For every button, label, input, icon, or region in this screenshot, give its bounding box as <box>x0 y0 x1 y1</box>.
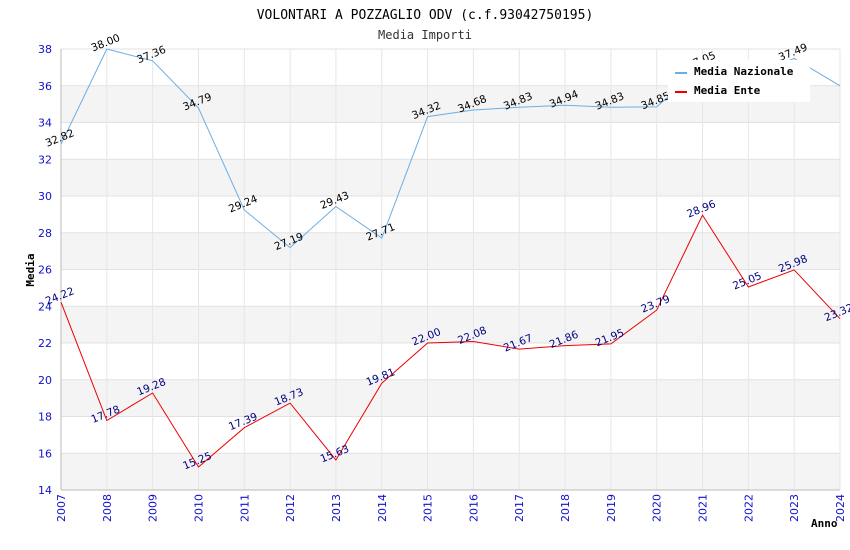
x-tick-label: 2020 <box>651 494 664 522</box>
x-axis-label: Anno <box>811 517 838 530</box>
x-tick-label: 2007 <box>55 494 68 522</box>
y-tick-label: 18 <box>38 411 52 424</box>
y-tick-label: 36 <box>38 80 52 93</box>
grid-band <box>61 343 840 380</box>
chart-subtitle: Media Importi <box>378 28 472 42</box>
y-axis-label: Media <box>24 253 37 286</box>
x-tick-label: 2015 <box>422 494 435 522</box>
x-tick-label: 2016 <box>467 494 480 522</box>
x-axis-ticks: 2007 2008 2009 2010 2011 2012 2013 2014 2015 2016… <box>55 494 847 522</box>
x-tick-label: 2009 <box>147 494 160 522</box>
grid-band <box>61 196 840 233</box>
x-tick-label: 2019 <box>605 494 618 522</box>
grid-band <box>61 232 840 270</box>
legend-label-nazionale: Media Nazionale <box>694 65 794 78</box>
x-tick-label: 2010 <box>192 494 205 522</box>
x-tick-label: 2021 <box>697 494 710 522</box>
legend: Media Nazionale Media Ente <box>668 60 810 102</box>
y-tick-label: 22 <box>38 337 52 350</box>
grid-band <box>61 122 840 160</box>
x-tick-label: 2012 <box>284 494 297 522</box>
x-tick-label: 2013 <box>330 494 343 522</box>
y-tick-label: 24 <box>38 300 52 313</box>
y-tick-label: 30 <box>38 190 52 203</box>
x-tick-label: 2014 <box>376 494 389 522</box>
grid-band <box>61 306 840 343</box>
y-axis-ticks: 14 16 18 20 22 24 26 28 30 32 34 36 38 <box>38 43 52 497</box>
grid-band <box>61 453 840 490</box>
y-tick-label: 20 <box>38 374 52 387</box>
y-tick-label: 38 <box>38 43 52 56</box>
grid-band <box>61 269 840 307</box>
x-tick-label: 2008 <box>101 494 114 522</box>
y-tick-label: 28 <box>38 227 52 240</box>
x-tick-label: 2017 <box>513 494 526 522</box>
grid-band <box>61 379 840 417</box>
y-tick-label: 14 <box>38 484 52 497</box>
legend-box <box>668 60 810 102</box>
grid-band <box>61 159 840 196</box>
x-tick-label: 2018 <box>559 494 572 522</box>
x-tick-label: 2023 <box>788 494 801 522</box>
y-tick-label: 16 <box>38 447 52 460</box>
x-tick-label: 2011 <box>238 494 251 522</box>
x-tick-label: 2024 <box>834 494 847 522</box>
y-tick-label: 34 <box>38 117 52 130</box>
grid-bands <box>60 48 841 491</box>
y-tick-label: 26 <box>38 264 52 277</box>
chart-title: VOLONTARI A POZZAGLIO ODV (c.f.930427501… <box>257 8 594 23</box>
legend-label-ente: Media Ente <box>694 84 761 97</box>
series-line <box>60 214 841 468</box>
y-tick-label: 32 <box>38 153 52 166</box>
x-tick-label: 2022 <box>742 494 755 522</box>
grid-band <box>61 416 840 454</box>
